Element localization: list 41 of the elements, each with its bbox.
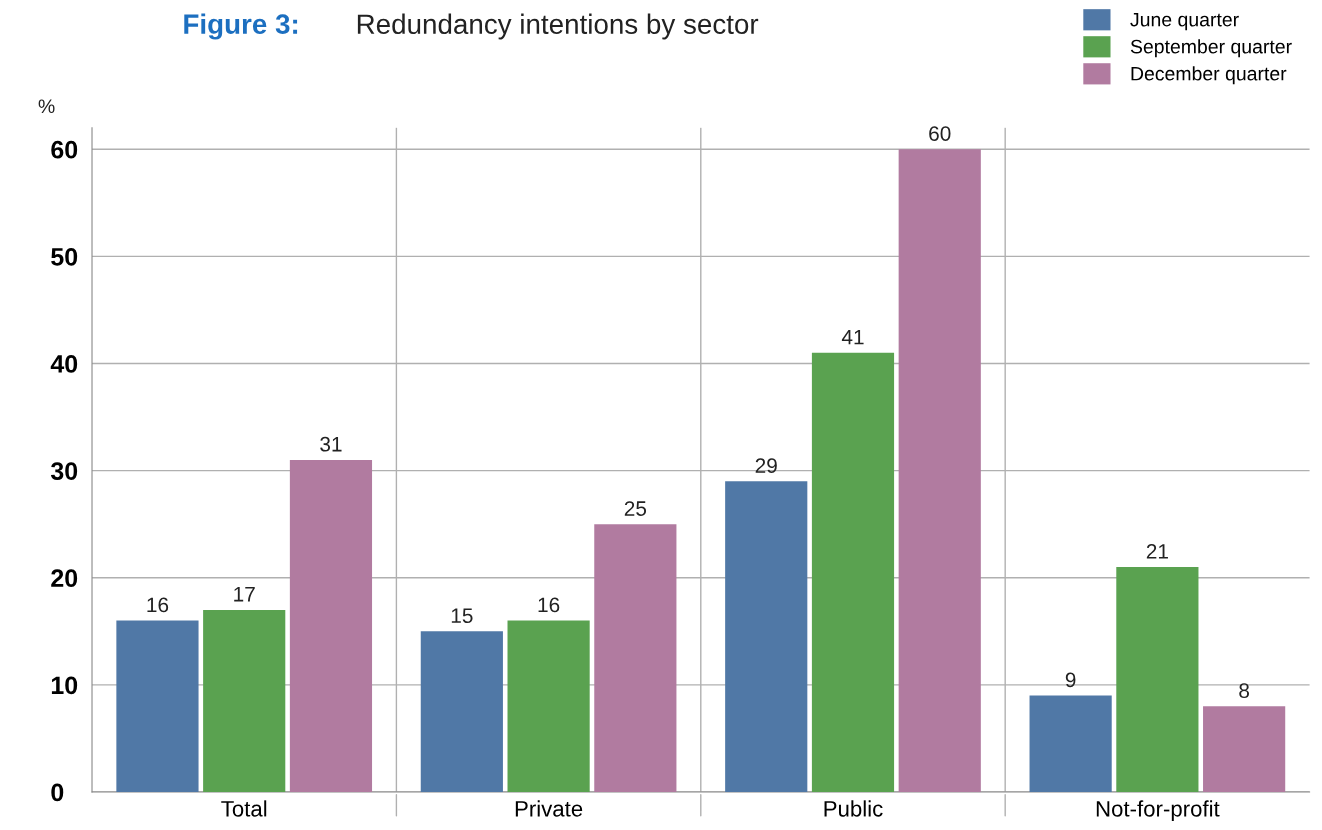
data-label: 9 (1065, 672, 1076, 688)
legend-label: December quarter (1131, 66, 1287, 85)
x-tick-label: Total (221, 800, 267, 817)
bar (898, 149, 981, 792)
data-label: 8 (1239, 683, 1250, 698)
bar (1116, 567, 1199, 792)
data-label: 25 (624, 501, 647, 516)
data-label: 16 (147, 597, 169, 613)
bar (420, 631, 503, 792)
data-label: 21 (1146, 543, 1168, 559)
bar (203, 609, 286, 792)
y-axis-title: % (38, 99, 55, 114)
chart-title: Figure 3: (184, 13, 298, 40)
y-tick-label: 60 (51, 140, 78, 159)
data-label: 41 (841, 329, 864, 345)
x-tick-label: Public (824, 800, 883, 817)
bar (594, 524, 677, 792)
y-tick-label: 10 (51, 676, 78, 695)
legend-label: September quarter (1130, 39, 1292, 58)
data-label: 29 (755, 458, 777, 474)
y-tick-label: 50 (51, 247, 78, 266)
y-tick-label: 20 (51, 569, 78, 588)
bar (1029, 695, 1112, 792)
y-tick-label: 30 (50, 462, 78, 480)
bar (725, 481, 808, 792)
x-tick-label: Not-for-profit (1096, 800, 1220, 822)
y-tick-label: 0 (51, 783, 64, 802)
data-label: 16 (538, 597, 560, 613)
data-label: 31 (320, 436, 342, 452)
x-tick-label: Private (515, 800, 583, 817)
bar (289, 459, 373, 792)
bar (507, 620, 590, 792)
data-label: 60 (929, 126, 951, 141)
y-tick-label: 40 (50, 355, 78, 373)
legend-label: June quarter (1130, 12, 1239, 31)
bar (116, 620, 199, 792)
data-label: 17 (234, 587, 255, 602)
bar (811, 352, 895, 792)
data-label: 15 (451, 608, 473, 624)
bar (1203, 706, 1286, 792)
chart-subtitle: Redundancy intentions by sector (357, 13, 759, 40)
